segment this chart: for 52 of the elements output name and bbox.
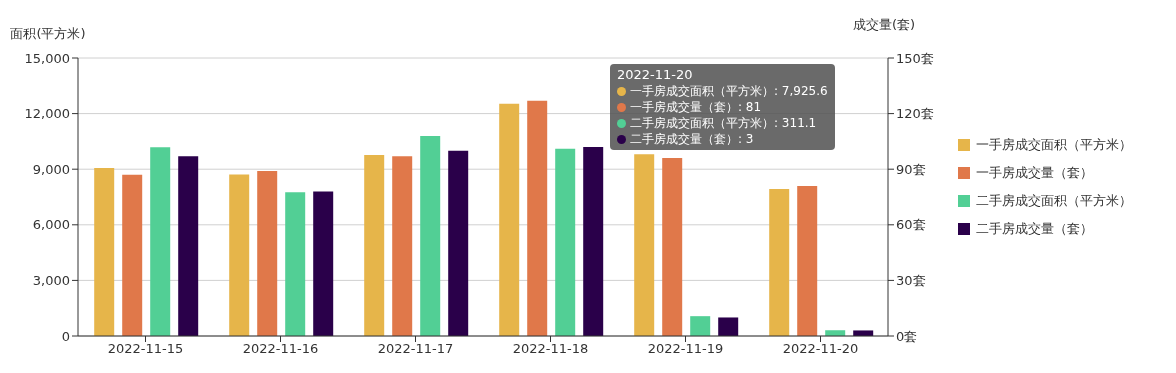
- y-tick-label: 6,000: [32, 217, 70, 233]
- annotation: 二手房成交面积（平方米）: 311.1: [630, 115, 817, 131]
- bar: [448, 150, 469, 336]
- bar: [583, 146, 604, 336]
- y-axis-title: 面积(平方米): [10, 26, 86, 41]
- y-tick-label: 12,000: [24, 106, 70, 122]
- x-tick-label: 2022-11-20: [782, 341, 859, 357]
- y-tick-label: 9,000: [32, 161, 70, 177]
- y2-axis-title: 成交量(套): [853, 17, 916, 33]
- x-tick-label: 2022-11-17: [377, 341, 454, 357]
- bar: [229, 174, 250, 336]
- annotation: 二手房成交量（套）: 3: [630, 131, 754, 147]
- y2-tick-label: 120套: [896, 106, 934, 122]
- bar: [150, 147, 171, 336]
- legend-label: 二手房成交量（套）: [976, 219, 1093, 238]
- bar: [94, 167, 115, 336]
- legend-label: 一手房成交面积（平方米）: [976, 135, 1132, 154]
- annotation: 一手房成交面积（平方米）: 7,925.6: [630, 83, 828, 99]
- legend-label: 一手房成交量（套）: [976, 163, 1093, 182]
- bar: [499, 103, 520, 336]
- y2-tick-label: 60套: [896, 217, 926, 233]
- bar: [285, 192, 306, 336]
- y2-tick-label: 90套: [896, 161, 926, 177]
- bar: [122, 174, 143, 336]
- x-tick-label: 2022-11-19: [647, 341, 724, 357]
- bar: [634, 154, 655, 336]
- y2-tick-label: 150套: [896, 50, 934, 66]
- bar: [392, 156, 413, 336]
- bar: [178, 156, 199, 336]
- bar: [527, 100, 548, 336]
- bar: [555, 148, 576, 336]
- bar: [853, 330, 874, 336]
- y-tick-label: 3,000: [32, 273, 70, 289]
- y-tick-label: 15,000: [24, 50, 70, 66]
- bar: [662, 158, 683, 336]
- bar: [769, 189, 790, 336]
- x-tick-label: 2022-11-18: [512, 341, 589, 357]
- bar: [313, 191, 334, 336]
- bar: [718, 317, 739, 336]
- bar: [257, 171, 278, 336]
- y2-tick-label: 0套: [896, 328, 918, 344]
- x-tick-label: 2022-11-15: [107, 341, 184, 357]
- annotation: 2022-11-20: [617, 67, 693, 83]
- legend-label: 二手房成交面积（平方米）: [976, 191, 1132, 210]
- bar: [420, 136, 441, 336]
- bar: [364, 154, 385, 336]
- y2-tick-label: 30套: [896, 273, 926, 289]
- x-tick-label: 2022-11-16: [242, 341, 319, 357]
- annotation: 一手房成交量（套）: 81: [630, 99, 762, 115]
- bar: [797, 185, 818, 336]
- y-tick-label: 0: [61, 328, 70, 344]
- bar: [690, 316, 711, 336]
